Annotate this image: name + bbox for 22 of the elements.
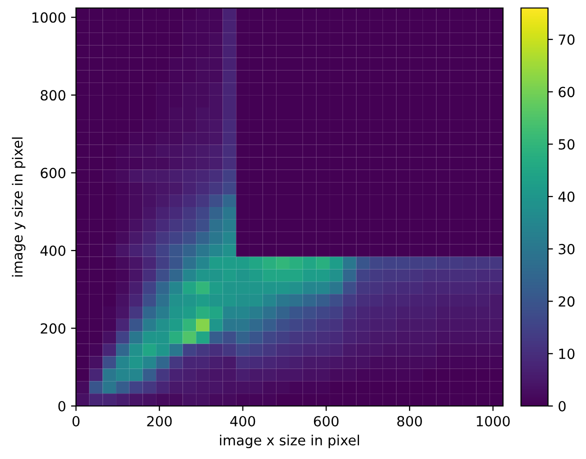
color-bar-label: 60: [558, 86, 574, 98]
y-tick-label: 1000: [32, 12, 66, 23]
x-axis-title: image x size in pixel: [220, 434, 359, 448]
x-tick-label: 800: [397, 416, 422, 426]
color-bar-label: 50: [558, 139, 574, 150]
y-tick-label: 800: [40, 90, 66, 101]
y-tick-label: 200: [40, 323, 66, 334]
x-tick-label: 600: [314, 416, 339, 426]
x-tick-label: 400: [230, 416, 256, 426]
y-tick-label: 400: [40, 246, 66, 256]
x-tick-label: 1000: [476, 416, 510, 426]
color-bar-label: 0: [558, 400, 566, 412]
color-bar-label: 30: [558, 244, 574, 254]
y-tick-label: 600: [40, 168, 66, 178]
color-bar-label: 70: [558, 34, 574, 45]
y-tick-label: 0: [58, 400, 66, 412]
color-bar-label: 20: [558, 296, 574, 307]
x-tick-label: 200: [147, 416, 172, 426]
color-bar-label: 10: [559, 348, 574, 360]
color-bar-label: 40: [558, 191, 574, 202]
y-axis-title: image y size in pixel: [12, 138, 26, 276]
x-tick-label: 0: [72, 416, 80, 426]
